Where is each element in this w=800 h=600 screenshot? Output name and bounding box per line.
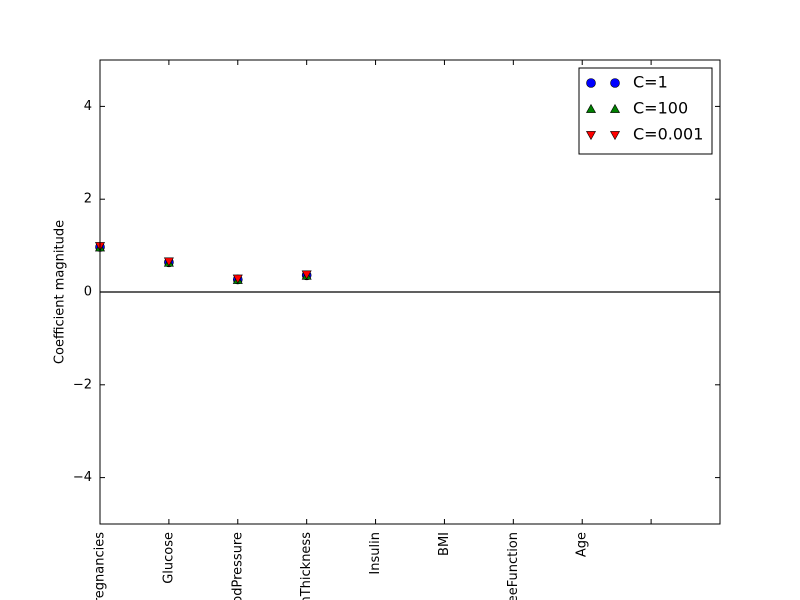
legend-marker	[610, 78, 620, 88]
x-tick-label: Pregnancies	[93, 532, 108, 600]
legend-marker	[586, 78, 596, 88]
y-axis-label: Coefficient magnitude	[53, 220, 68, 364]
data-point	[163, 257, 174, 267]
y-tick-label: −4	[73, 470, 92, 485]
x-tick-label: Glucose	[161, 532, 176, 584]
x-tick-label: Age	[575, 532, 590, 557]
y-tick-label: 2	[84, 192, 92, 207]
data-point	[232, 274, 243, 284]
plot-frame	[99, 59, 721, 525]
legend-marker	[609, 103, 621, 113]
y-tick-label: 0	[84, 285, 92, 300]
legend-label: C=100	[633, 99, 688, 118]
y-tick-label: 4	[84, 99, 92, 114]
legend-label: C=1	[633, 73, 668, 92]
x-tick-label: BMI	[437, 532, 452, 556]
legend-marker	[609, 131, 621, 141]
x-tick-label: BloodPressure	[230, 532, 245, 600]
x-tick-label: Insulin	[368, 532, 383, 575]
legend: C=1 C=100 C=0.001	[578, 67, 713, 155]
data-point	[301, 270, 312, 280]
legend-label: C=0.001	[633, 125, 703, 144]
legend-marker	[585, 103, 597, 113]
x-tick-label: SkinThickness	[299, 532, 314, 600]
legend-frame	[578, 67, 713, 155]
y-tick-label: −2	[73, 377, 92, 392]
legend-marker	[585, 131, 597, 141]
x-tick-label: DiabetesPedigreeFunction	[506, 532, 521, 600]
